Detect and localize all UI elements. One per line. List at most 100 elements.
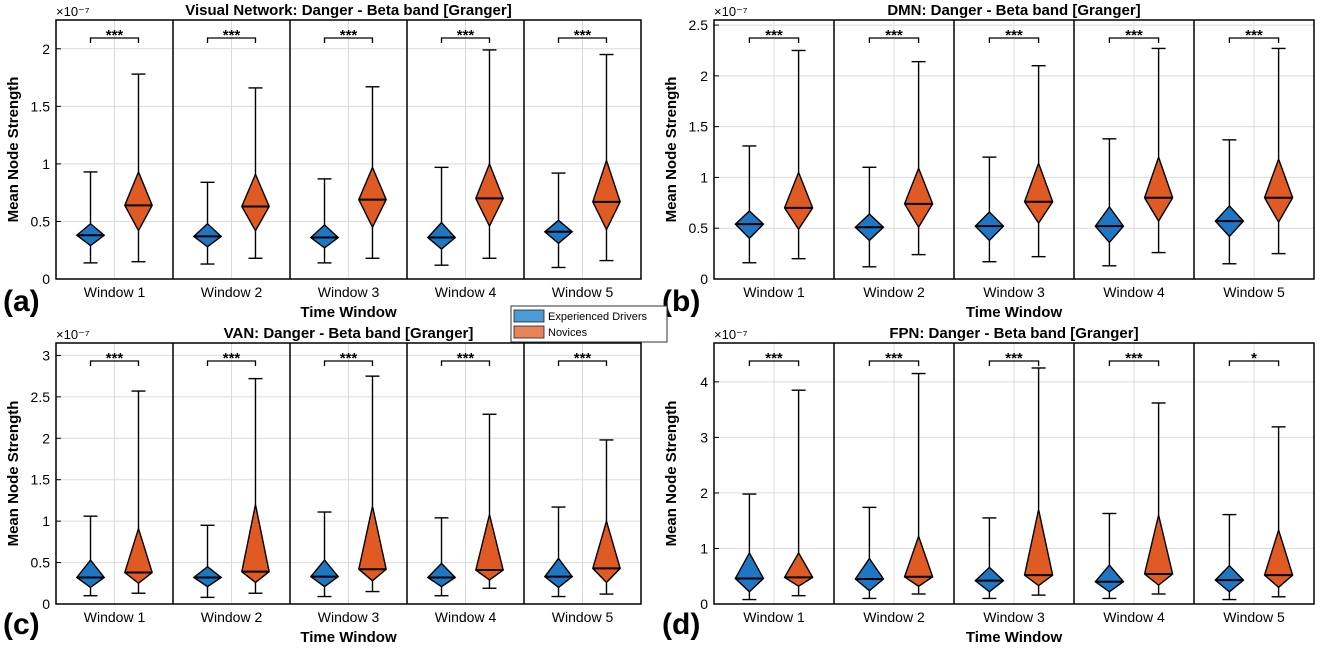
y-tick-label: 1 bbox=[700, 169, 708, 185]
x-tick-label: Window 5 bbox=[552, 284, 614, 300]
axes-frame bbox=[713, 19, 1315, 280]
panel-letter: (d) bbox=[662, 608, 700, 641]
experienced-box-body bbox=[309, 223, 340, 249]
y-tick-label: 1 bbox=[42, 156, 50, 172]
experienced-box-body bbox=[1214, 564, 1245, 593]
y-tick-label: 0.5 bbox=[31, 213, 51, 229]
significance-stars: *** bbox=[1245, 27, 1263, 44]
legend: Experienced Drivers Novices bbox=[510, 305, 668, 343]
novice-box-body bbox=[241, 172, 270, 233]
x-tick-label: Window 1 bbox=[743, 609, 805, 625]
y-tick-label: 3 bbox=[700, 429, 708, 445]
experienced-box-body bbox=[426, 221, 457, 250]
experienced-box-body bbox=[734, 551, 765, 593]
x-tick-label: Window 4 bbox=[435, 609, 497, 625]
novice-box-body bbox=[1143, 514, 1174, 587]
panel-a: *** Window 1 *** Window 2 *** Window 3 *** Wind… bbox=[3, 2, 642, 321]
y-axis-label: Mean Node Strength bbox=[663, 401, 680, 547]
chart-title: VAN: Danger - Beta band [Granger] bbox=[224, 325, 474, 342]
y-tick-label: 2 bbox=[700, 485, 708, 501]
novice-box-body bbox=[1263, 157, 1294, 224]
significance-stars: *** bbox=[765, 27, 783, 44]
panel-letter: (a) bbox=[3, 285, 40, 318]
significance-bracket bbox=[1228, 360, 1280, 366]
significance-stars: * bbox=[1251, 350, 1257, 367]
significance-bracket bbox=[868, 37, 920, 43]
y-tick-label: 1.5 bbox=[31, 472, 51, 488]
y-tick-label: 2 bbox=[700, 68, 708, 84]
significance-bracket bbox=[557, 360, 608, 366]
experienced-box-body bbox=[192, 222, 223, 248]
x-tick-label: Window 3 bbox=[983, 284, 1045, 300]
novice-box-body bbox=[358, 506, 387, 582]
novice-box-body bbox=[358, 165, 387, 229]
significance-stars: *** bbox=[1125, 27, 1143, 44]
significance-bracket bbox=[89, 360, 140, 366]
significance-stars: *** bbox=[885, 350, 903, 367]
x-tick-label: Window 3 bbox=[318, 284, 380, 300]
x-tick-label: Window 5 bbox=[552, 609, 614, 625]
x-axis-label: Time Window bbox=[300, 629, 397, 646]
panel-letter: (b) bbox=[662, 285, 700, 318]
y-tick-label: 0.5 bbox=[31, 555, 51, 571]
significance-stars: *** bbox=[1005, 27, 1023, 44]
experienced-box-body bbox=[75, 558, 106, 589]
x-tick-label: Window 4 bbox=[435, 284, 497, 300]
significance-stars: *** bbox=[574, 27, 592, 44]
panel-letter: (c) bbox=[3, 608, 40, 641]
novice-box-body bbox=[783, 170, 814, 231]
novice-box-body bbox=[1143, 154, 1174, 223]
x-tick-label: Window 2 bbox=[201, 284, 263, 300]
x-tick-label: Window 2 bbox=[863, 284, 925, 300]
x-tick-label: Window 1 bbox=[84, 284, 146, 300]
significance-bracket bbox=[988, 360, 1040, 366]
x-tick-label: Window 3 bbox=[983, 609, 1045, 625]
x-axis-label: Time Window bbox=[966, 629, 1063, 646]
x-tick-label: Window 5 bbox=[1223, 609, 1285, 625]
novice-box-body bbox=[1263, 527, 1294, 589]
legend-label-novices: Novices bbox=[548, 327, 588, 339]
significance-stars: *** bbox=[457, 350, 475, 367]
significance-bracket bbox=[1228, 37, 1280, 43]
significance-stars: *** bbox=[340, 27, 358, 44]
significance-bracket bbox=[440, 37, 491, 43]
novice-box-body bbox=[241, 504, 270, 584]
significance-bracket bbox=[988, 37, 1040, 43]
significance-stars: *** bbox=[223, 27, 241, 44]
significance-stars: *** bbox=[765, 350, 783, 367]
y-tick-label: 2 bbox=[42, 430, 50, 446]
novice-box-body bbox=[592, 518, 621, 584]
x-tick-label: Window 1 bbox=[84, 609, 146, 625]
y-tick-label: 1 bbox=[42, 513, 50, 529]
chart-title: Visual Network: Danger - Beta band [Gran… bbox=[185, 2, 511, 19]
significance-stars: *** bbox=[223, 350, 241, 367]
x-axis-label: Time Window bbox=[966, 304, 1063, 321]
significance-bracket bbox=[206, 360, 257, 366]
legend-swatch-novices bbox=[513, 325, 545, 339]
experienced-box-body bbox=[543, 557, 574, 589]
significance-stars: *** bbox=[885, 27, 903, 44]
significance-bracket bbox=[748, 360, 800, 366]
novice-box-body bbox=[592, 158, 621, 232]
y-axis-label: Mean Node Strength bbox=[5, 77, 22, 223]
significance-bracket bbox=[323, 37, 374, 43]
significance-stars: *** bbox=[106, 350, 124, 367]
chart-title: DMN: Danger - Beta band [Granger] bbox=[887, 2, 1140, 19]
y-exponent: ×10⁻⁷ bbox=[56, 4, 90, 19]
y-tick-label: 1.5 bbox=[689, 119, 709, 135]
y-tick-label: 2 bbox=[42, 41, 50, 57]
legend-label-experienced: Experienced Drivers bbox=[548, 311, 648, 323]
x-tick-label: Window 4 bbox=[1103, 284, 1165, 300]
y-exponent: ×10⁻⁷ bbox=[56, 327, 90, 342]
y-exponent: ×10⁻⁷ bbox=[714, 4, 748, 19]
significance-stars: *** bbox=[457, 27, 475, 44]
axes-frame bbox=[55, 342, 642, 605]
y-tick-label: 0 bbox=[700, 271, 708, 287]
x-axis-label: Time Window bbox=[300, 304, 397, 321]
y-axis-label: Mean Node Strength bbox=[5, 401, 22, 547]
significance-stars: *** bbox=[574, 350, 592, 367]
novice-box-body bbox=[475, 514, 504, 581]
significance-bracket bbox=[440, 360, 491, 366]
significance-bracket bbox=[323, 360, 374, 366]
